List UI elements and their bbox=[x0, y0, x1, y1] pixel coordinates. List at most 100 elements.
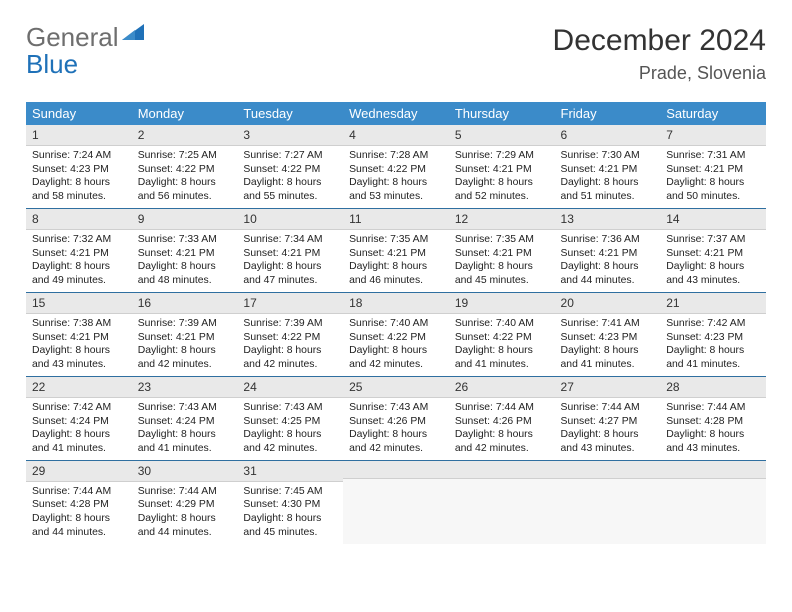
page-title: December 2024 bbox=[553, 24, 766, 57]
logo: General Blue bbox=[26, 24, 144, 78]
day-cell: 18Sunrise: 7:40 AMSunset: 4:22 PMDayligh… bbox=[343, 292, 449, 376]
sunset-line: Sunset: 4:21 PM bbox=[32, 331, 126, 345]
sunset-line: Sunset: 4:30 PM bbox=[243, 498, 337, 512]
daylight-line: Daylight: 8 hours and 58 minutes. bbox=[32, 176, 126, 203]
day-body: Sunrise: 7:42 AMSunset: 4:24 PMDaylight:… bbox=[26, 398, 132, 460]
day-body: Sunrise: 7:39 AMSunset: 4:21 PMDaylight:… bbox=[132, 314, 238, 376]
sunset-line: Sunset: 4:28 PM bbox=[32, 498, 126, 512]
day-body: Sunrise: 7:39 AMSunset: 4:22 PMDaylight:… bbox=[237, 314, 343, 376]
week-row: 15Sunrise: 7:38 AMSunset: 4:21 PMDayligh… bbox=[26, 292, 766, 376]
day-body: Sunrise: 7:44 AMSunset: 4:28 PMDaylight:… bbox=[26, 482, 132, 544]
week-row: 8Sunrise: 7:32 AMSunset: 4:21 PMDaylight… bbox=[26, 208, 766, 292]
sunset-line: Sunset: 4:23 PM bbox=[666, 331, 760, 345]
day-cell: 22Sunrise: 7:42 AMSunset: 4:24 PMDayligh… bbox=[26, 376, 132, 460]
sunrise-line: Sunrise: 7:39 AM bbox=[243, 317, 337, 331]
day-cell: 6Sunrise: 7:30 AMSunset: 4:21 PMDaylight… bbox=[555, 125, 661, 208]
daylight-line: Daylight: 8 hours and 42 minutes. bbox=[243, 344, 337, 371]
day-body: Sunrise: 7:42 AMSunset: 4:23 PMDaylight:… bbox=[660, 314, 766, 376]
day-number: 25 bbox=[343, 377, 449, 398]
sunset-line: Sunset: 4:21 PM bbox=[455, 163, 549, 177]
daylight-line: Daylight: 8 hours and 43 minutes. bbox=[666, 428, 760, 455]
daylight-line: Daylight: 8 hours and 41 minutes. bbox=[561, 344, 655, 371]
day-cell: 27Sunrise: 7:44 AMSunset: 4:27 PMDayligh… bbox=[555, 376, 661, 460]
sunrise-line: Sunrise: 7:40 AM bbox=[349, 317, 443, 331]
location-label: Prade, Slovenia bbox=[553, 63, 766, 84]
day-body: Sunrise: 7:38 AMSunset: 4:21 PMDaylight:… bbox=[26, 314, 132, 376]
dow-sunday: Sunday bbox=[26, 102, 132, 125]
empty-number bbox=[449, 461, 555, 479]
day-cell: 15Sunrise: 7:38 AMSunset: 4:21 PMDayligh… bbox=[26, 292, 132, 376]
week-row: 29Sunrise: 7:44 AMSunset: 4:28 PMDayligh… bbox=[26, 460, 766, 543]
day-body: Sunrise: 7:27 AMSunset: 4:22 PMDaylight:… bbox=[237, 146, 343, 208]
sunset-line: Sunset: 4:27 PM bbox=[561, 415, 655, 429]
day-number: 18 bbox=[343, 293, 449, 314]
sunrise-line: Sunrise: 7:29 AM bbox=[455, 149, 549, 163]
sunset-line: Sunset: 4:21 PM bbox=[561, 163, 655, 177]
sunrise-line: Sunrise: 7:42 AM bbox=[666, 317, 760, 331]
day-cell: 12Sunrise: 7:35 AMSunset: 4:21 PMDayligh… bbox=[449, 208, 555, 292]
week-row: 22Sunrise: 7:42 AMSunset: 4:24 PMDayligh… bbox=[26, 376, 766, 460]
logo-text-general: General bbox=[26, 22, 119, 52]
daylight-line: Daylight: 8 hours and 44 minutes. bbox=[32, 512, 126, 539]
daylight-line: Daylight: 8 hours and 42 minutes. bbox=[349, 428, 443, 455]
day-body: Sunrise: 7:24 AMSunset: 4:23 PMDaylight:… bbox=[26, 146, 132, 208]
day-number: 12 bbox=[449, 209, 555, 230]
day-cell: 4Sunrise: 7:28 AMSunset: 4:22 PMDaylight… bbox=[343, 125, 449, 208]
sunset-line: Sunset: 4:22 PM bbox=[349, 163, 443, 177]
logo-text-blue: Blue bbox=[26, 49, 78, 79]
week-row: 1Sunrise: 7:24 AMSunset: 4:23 PMDaylight… bbox=[26, 125, 766, 208]
sunrise-line: Sunrise: 7:44 AM bbox=[455, 401, 549, 415]
day-body: Sunrise: 7:36 AMSunset: 4:21 PMDaylight:… bbox=[555, 230, 661, 292]
day-body: Sunrise: 7:40 AMSunset: 4:22 PMDaylight:… bbox=[343, 314, 449, 376]
day-body: Sunrise: 7:43 AMSunset: 4:26 PMDaylight:… bbox=[343, 398, 449, 460]
day-body: Sunrise: 7:28 AMSunset: 4:22 PMDaylight:… bbox=[343, 146, 449, 208]
day-number: 22 bbox=[26, 377, 132, 398]
day-cell: 7Sunrise: 7:31 AMSunset: 4:21 PMDaylight… bbox=[660, 125, 766, 208]
dow-thursday: Thursday bbox=[449, 102, 555, 125]
sunset-line: Sunset: 4:23 PM bbox=[561, 331, 655, 345]
sunset-line: Sunset: 4:21 PM bbox=[561, 247, 655, 261]
logo-triangle-icon bbox=[122, 24, 144, 45]
day-body: Sunrise: 7:32 AMSunset: 4:21 PMDaylight:… bbox=[26, 230, 132, 292]
sunset-line: Sunset: 4:24 PM bbox=[32, 415, 126, 429]
sunset-line: Sunset: 4:29 PM bbox=[138, 498, 232, 512]
sunrise-line: Sunrise: 7:39 AM bbox=[138, 317, 232, 331]
day-number: 2 bbox=[132, 125, 238, 146]
day-body: Sunrise: 7:35 AMSunset: 4:21 PMDaylight:… bbox=[343, 230, 449, 292]
day-cell: 28Sunrise: 7:44 AMSunset: 4:28 PMDayligh… bbox=[660, 376, 766, 460]
daylight-line: Daylight: 8 hours and 47 minutes. bbox=[243, 260, 337, 287]
day-cell: 5Sunrise: 7:29 AMSunset: 4:21 PMDaylight… bbox=[449, 125, 555, 208]
daylight-line: Daylight: 8 hours and 41 minutes. bbox=[32, 428, 126, 455]
sunrise-line: Sunrise: 7:43 AM bbox=[243, 401, 337, 415]
daylight-line: Daylight: 8 hours and 56 minutes. bbox=[138, 176, 232, 203]
day-cell: 21Sunrise: 7:42 AMSunset: 4:23 PMDayligh… bbox=[660, 292, 766, 376]
day-number: 1 bbox=[26, 125, 132, 146]
day-body: Sunrise: 7:44 AMSunset: 4:26 PMDaylight:… bbox=[449, 398, 555, 460]
day-number: 11 bbox=[343, 209, 449, 230]
sunset-line: Sunset: 4:21 PM bbox=[455, 247, 549, 261]
dow-monday: Monday bbox=[132, 102, 238, 125]
day-number: 20 bbox=[555, 293, 661, 314]
dow-wednesday: Wednesday bbox=[343, 102, 449, 125]
sunset-line: Sunset: 4:21 PM bbox=[349, 247, 443, 261]
sunrise-line: Sunrise: 7:24 AM bbox=[32, 149, 126, 163]
day-number: 21 bbox=[660, 293, 766, 314]
daylight-line: Daylight: 8 hours and 46 minutes. bbox=[349, 260, 443, 287]
sunrise-line: Sunrise: 7:40 AM bbox=[455, 317, 549, 331]
day-number: 16 bbox=[132, 293, 238, 314]
sunrise-line: Sunrise: 7:35 AM bbox=[455, 233, 549, 247]
day-body: Sunrise: 7:35 AMSunset: 4:21 PMDaylight:… bbox=[449, 230, 555, 292]
sunset-line: Sunset: 4:22 PM bbox=[243, 163, 337, 177]
sunrise-line: Sunrise: 7:44 AM bbox=[32, 485, 126, 499]
sunset-line: Sunset: 4:25 PM bbox=[243, 415, 337, 429]
daylight-line: Daylight: 8 hours and 43 minutes. bbox=[561, 428, 655, 455]
sunset-line: Sunset: 4:21 PM bbox=[32, 247, 126, 261]
daylight-line: Daylight: 8 hours and 53 minutes. bbox=[349, 176, 443, 203]
day-cell: 23Sunrise: 7:43 AMSunset: 4:24 PMDayligh… bbox=[132, 376, 238, 460]
empty-body bbox=[449, 479, 555, 544]
day-number: 15 bbox=[26, 293, 132, 314]
day-body: Sunrise: 7:37 AMSunset: 4:21 PMDaylight:… bbox=[660, 230, 766, 292]
daylight-line: Daylight: 8 hours and 51 minutes. bbox=[561, 176, 655, 203]
sunset-line: Sunset: 4:23 PM bbox=[32, 163, 126, 177]
day-cell: 10Sunrise: 7:34 AMSunset: 4:21 PMDayligh… bbox=[237, 208, 343, 292]
